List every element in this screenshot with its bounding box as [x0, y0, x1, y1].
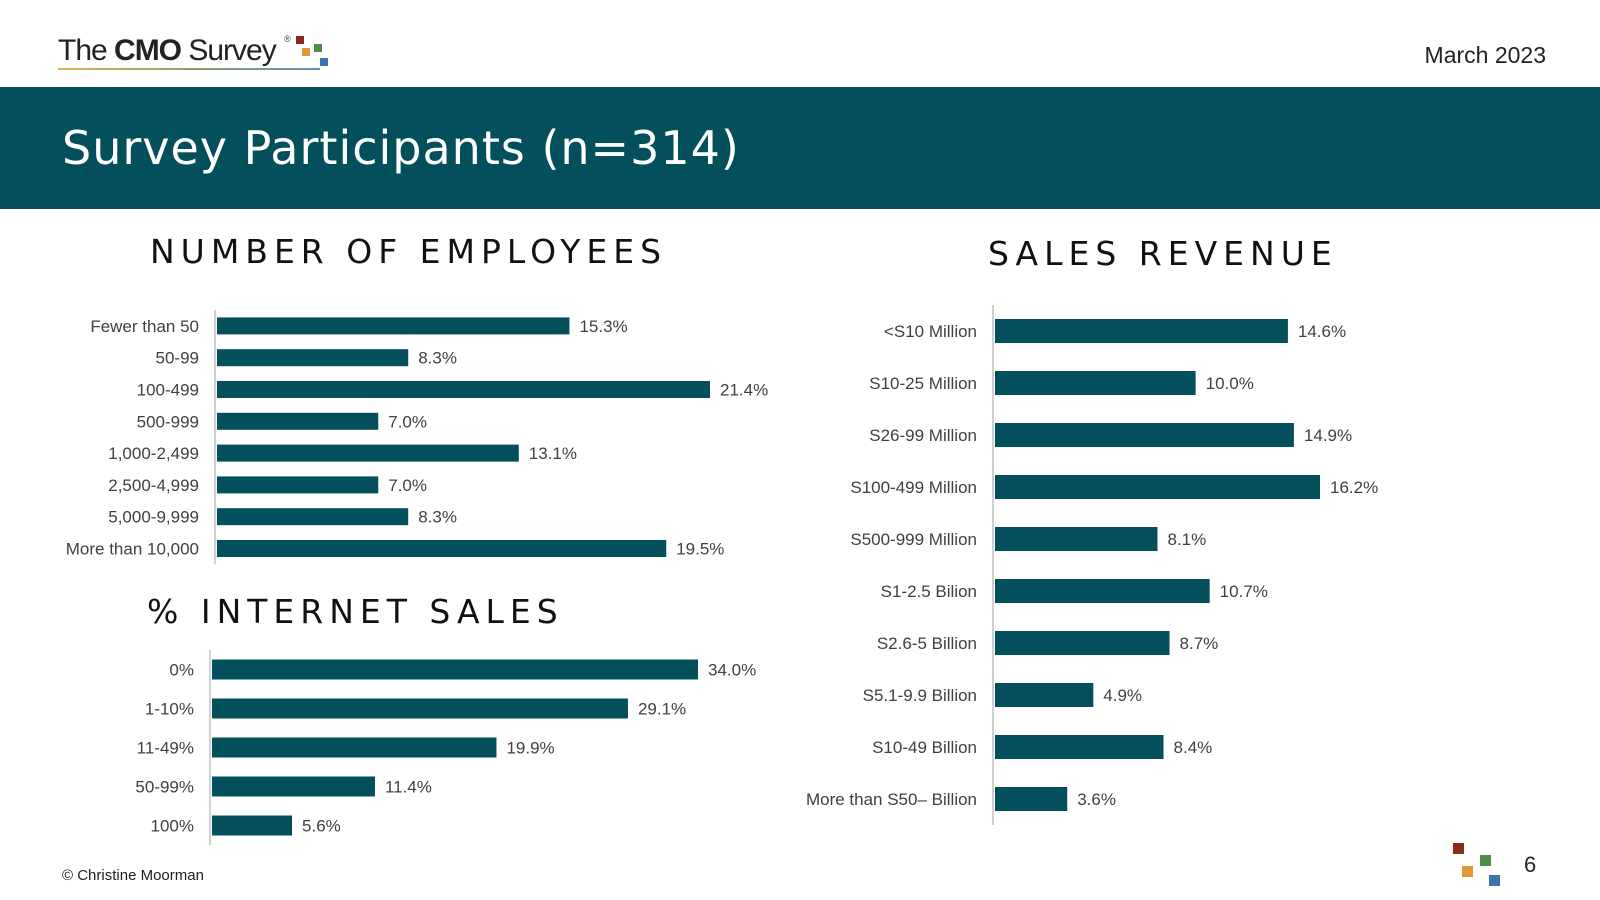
value-label: 5.6% [302, 817, 341, 836]
value-label: 29.1% [638, 700, 686, 719]
value-label: 21.4% [720, 381, 768, 400]
value-label: 16.2% [1330, 478, 1378, 497]
bar [217, 540, 667, 557]
bar [217, 444, 519, 462]
bar [995, 371, 1196, 395]
category-label: S2.6-5 Billion [877, 634, 977, 653]
internet-sales-chart: 0% 34.0% 1-10% 29.1% 11-49% 19.9% 50-99% 11.4% 1… [135, 650, 756, 845]
page-title: Survey Participants (n=314) [62, 121, 740, 175]
corner-square-blue [1489, 875, 1500, 886]
category-label: 50-99 [156, 349, 199, 368]
category-label: 11-49% [137, 739, 194, 758]
logo-text-suffix: Survey [181, 34, 276, 67]
value-label: 15.3% [579, 317, 627, 336]
category-label: S10-25 Million [869, 374, 977, 393]
bar [212, 776, 375, 797]
value-label: 3.6% [1077, 790, 1116, 809]
logo-square-green [314, 44, 322, 52]
bar [212, 815, 293, 836]
value-label: 19.5% [676, 540, 724, 559]
sales-revenue-chart: <S10 Million 14.6% S10-25 Million 10.0% S26-… [806, 305, 1378, 825]
value-label: 7.0% [388, 412, 427, 431]
bar [995, 527, 1158, 551]
corner-square-green [1480, 855, 1491, 866]
bar [995, 683, 1094, 707]
value-label: 7.0% [388, 476, 427, 495]
logo-square-orange [302, 48, 310, 56]
page-number: 6 [1524, 852, 1537, 877]
bar [995, 787, 1068, 811]
category-label: 500-999 [137, 412, 199, 431]
title-banner: Survey Participants (n=314) [0, 87, 1600, 209]
bar [212, 698, 628, 719]
value-label: 4.9% [1103, 686, 1142, 705]
category-label: Fewer than 50 [90, 317, 199, 336]
logo-text: The CMO Survey [58, 34, 277, 68]
bar [217, 412, 379, 430]
category-label: 5,000-9,999 [108, 508, 199, 527]
registered-mark: ® [284, 34, 291, 44]
category-label: S500-999 Million [850, 530, 977, 549]
category-label: S100-499 Million [850, 478, 977, 497]
category-label: 1-10% [145, 700, 194, 719]
copyright-footer: © Christine Moorman [62, 867, 204, 884]
logo-square-red [296, 36, 304, 44]
bar [217, 317, 570, 335]
bar [217, 349, 409, 367]
category-label: 100-499 [137, 381, 199, 400]
top-bar: The CMO Survey ® March 2023 [0, 0, 1600, 87]
value-label: 10.7% [1220, 582, 1268, 601]
category-label: More than 10,000 [66, 540, 199, 559]
sales-revenue-chart-title: SALES REVENUE [988, 234, 1338, 273]
bar [995, 631, 1170, 655]
bar [995, 735, 1164, 759]
category-label: 0% [169, 661, 194, 680]
report-date: March 2023 [1424, 42, 1546, 68]
bar [217, 381, 710, 398]
value-label: 13.1% [529, 444, 577, 463]
logo-text-bold: CMO [114, 34, 182, 67]
value-label: 11.4% [385, 778, 432, 797]
bar [212, 659, 698, 680]
internet-sales-chart-title: % INTERNET SALES [147, 592, 564, 631]
bar [995, 579, 1210, 603]
category-label: 100% [151, 817, 194, 836]
value-label: 14.9% [1304, 426, 1352, 445]
value-label: 19.9% [506, 739, 554, 758]
category-label: <S10 Million [884, 322, 977, 341]
category-label: S1-2.5 Bilion [881, 582, 977, 601]
category-label: S26-99 Million [869, 426, 977, 445]
value-label: 8.3% [418, 349, 457, 368]
category-label: S5.1-9.9 Billion [863, 686, 977, 705]
logo-underline [58, 68, 320, 70]
value-label: 14.6% [1298, 322, 1346, 341]
bar [995, 319, 1288, 343]
category-label: S10-49 Billion [872, 738, 977, 757]
bar [995, 475, 1320, 499]
value-label: 8.7% [1180, 634, 1219, 653]
bar [217, 476, 379, 494]
category-label: More than S50– Billion [806, 790, 977, 809]
employees-chart: Fewer than 50 15.3% 50-99 8.3% 100-499 21.4% 5… [66, 310, 768, 565]
employees-chart-title: NUMBER OF EMPLOYEES [150, 232, 668, 271]
bar [212, 737, 497, 758]
bar [995, 423, 1294, 447]
corner-square-orange [1462, 866, 1473, 877]
category-label: 50-99% [135, 778, 194, 797]
logo-text-prefix: The [58, 34, 115, 67]
logo-square-blue [320, 58, 328, 66]
value-label: 8.1% [1168, 530, 1207, 549]
value-label: 34.0% [708, 661, 756, 680]
value-label: 10.0% [1206, 374, 1254, 393]
corner-square-red [1453, 843, 1464, 854]
category-label: 1,000-2,499 [108, 444, 199, 463]
value-label: 8.3% [418, 508, 457, 527]
bar [217, 508, 409, 526]
category-label: 2,500-4,999 [108, 476, 199, 495]
value-label: 8.4% [1174, 738, 1213, 757]
